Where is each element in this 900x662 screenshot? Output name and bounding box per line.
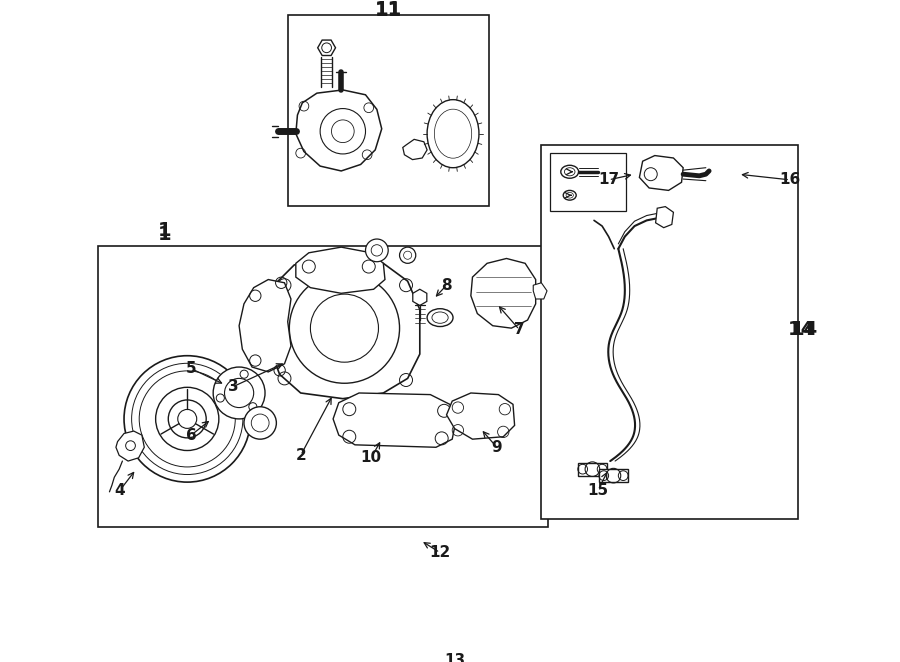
Circle shape xyxy=(365,239,388,261)
Text: 13: 13 xyxy=(444,653,465,662)
Polygon shape xyxy=(446,393,515,439)
Text: 3: 3 xyxy=(228,379,238,394)
Polygon shape xyxy=(318,40,336,56)
Text: 4: 4 xyxy=(114,483,125,498)
Ellipse shape xyxy=(561,166,579,178)
Text: 5: 5 xyxy=(186,361,196,376)
Text: 7: 7 xyxy=(514,322,525,337)
Polygon shape xyxy=(578,463,607,475)
Bar xyxy=(550,153,626,211)
Text: 17: 17 xyxy=(598,172,619,187)
Polygon shape xyxy=(533,283,547,299)
Text: 14: 14 xyxy=(788,320,815,340)
Text: 15: 15 xyxy=(588,483,608,498)
Circle shape xyxy=(124,355,250,482)
Polygon shape xyxy=(296,90,382,171)
Text: 11: 11 xyxy=(374,0,401,19)
Circle shape xyxy=(244,406,276,439)
Text: 2: 2 xyxy=(295,448,306,463)
Text: 11: 11 xyxy=(374,1,401,20)
Polygon shape xyxy=(639,156,683,191)
Text: 10: 10 xyxy=(361,450,382,465)
Polygon shape xyxy=(413,289,427,305)
Text: 1: 1 xyxy=(158,221,171,240)
Polygon shape xyxy=(333,393,456,448)
Ellipse shape xyxy=(563,191,576,200)
Text: 14: 14 xyxy=(791,320,818,340)
Text: 9: 9 xyxy=(491,440,502,455)
Bar xyxy=(541,145,798,520)
Text: 1: 1 xyxy=(158,224,171,244)
Ellipse shape xyxy=(428,308,453,326)
Text: 12: 12 xyxy=(429,545,451,560)
Circle shape xyxy=(156,387,219,451)
Text: 6: 6 xyxy=(186,428,197,443)
Text: 8: 8 xyxy=(441,278,452,293)
Bar xyxy=(98,246,548,528)
Polygon shape xyxy=(403,140,427,160)
Bar xyxy=(288,15,489,206)
Ellipse shape xyxy=(428,100,479,167)
Polygon shape xyxy=(268,257,419,399)
Circle shape xyxy=(400,247,416,263)
Polygon shape xyxy=(239,279,291,372)
Polygon shape xyxy=(655,207,673,228)
Polygon shape xyxy=(598,469,628,482)
Circle shape xyxy=(213,367,265,419)
Polygon shape xyxy=(116,431,144,461)
Text: 16: 16 xyxy=(779,172,801,187)
Polygon shape xyxy=(296,247,385,293)
Polygon shape xyxy=(471,258,536,328)
